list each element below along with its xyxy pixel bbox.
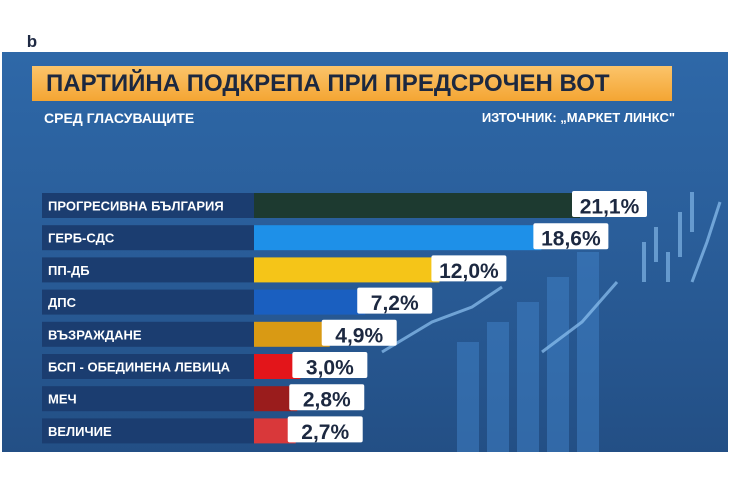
value-label: 2,7% <box>301 421 349 444</box>
value-label: 21,1% <box>580 196 640 219</box>
value-label: 2,8% <box>303 389 351 412</box>
category-label: БСП - ОБЕДИНЕНА ЛЕВИЦА <box>48 360 231 375</box>
source-label: ИЗТОЧНИК: „МАРКЕТ ЛИНКС" <box>481 110 675 125</box>
category-label: ПРОГРЕСИВНА БЪЛГАРИЯ <box>48 199 224 214</box>
value-label-box <box>533 223 609 250</box>
value-label-box <box>321 319 397 346</box>
category-row-bg <box>42 386 254 412</box>
value-label-box <box>431 255 507 282</box>
chart-subtitle: СРЕД ГЛАСУВАЩИТЕ <box>44 110 195 126</box>
category-row-bg <box>42 289 254 315</box>
bar <box>254 289 366 315</box>
value-label-box <box>572 191 647 217</box>
chart-title: ПАРТИЙНА ПОДКРЕПА ПРИ ПРЕДСРОЧЕН ВОТ <box>32 66 672 101</box>
value-label-box <box>289 384 365 411</box>
value-label-box <box>287 416 363 443</box>
category-label: ВЕЛИЧИЕ <box>48 424 112 439</box>
trend-arrow-decoration <box>381 201 722 354</box>
value-label: 3,0% <box>306 357 354 380</box>
category-row-bg <box>42 193 254 218</box>
category-label: ВЪЗРАЖДАНЕ <box>48 327 142 342</box>
category-label: МЕЧ <box>48 392 77 407</box>
value-label: 4,9% <box>335 324 383 347</box>
value-label: 7,2% <box>371 292 419 315</box>
value-label: 18,6% <box>541 228 601 251</box>
category-label: ПП-ДБ <box>48 263 90 278</box>
category-row-bg <box>42 321 254 347</box>
bar <box>254 193 580 218</box>
category-row-bg <box>42 354 254 379</box>
category-label: ГЕРБ-СДС <box>48 231 115 246</box>
logo-letter: b <box>22 32 42 52</box>
btv-logo: b tv <box>22 31 60 53</box>
category-label: ДПС <box>48 295 77 310</box>
value-label: 12,0% <box>439 260 499 283</box>
tv-screen <box>2 52 728 452</box>
category-row-bg <box>42 257 254 283</box>
background-bars-decoration <box>457 252 599 452</box>
value-label-box <box>292 352 368 378</box>
stock-chart-background <box>381 192 722 452</box>
category-row-bg <box>42 225 254 251</box>
bar <box>254 257 440 283</box>
candlestick-decoration <box>642 192 694 282</box>
category-row-bg <box>42 418 254 444</box>
bar <box>254 321 330 347</box>
logo-suffix: tv <box>45 32 61 51</box>
bar <box>254 225 542 251</box>
value-label-box <box>357 287 433 314</box>
